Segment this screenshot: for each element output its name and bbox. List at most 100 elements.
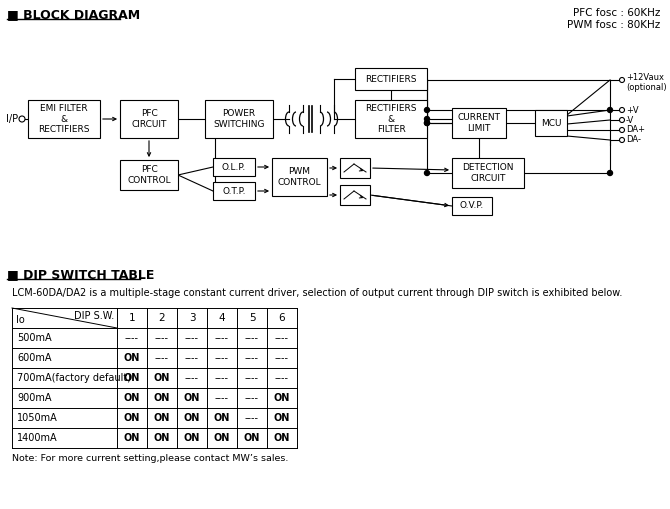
Text: ON: ON xyxy=(154,393,170,403)
Text: ON: ON xyxy=(274,413,290,423)
Text: DIP S.W.: DIP S.W. xyxy=(74,311,114,321)
Text: 2: 2 xyxy=(159,313,165,323)
Text: RECTIFIERS
&
FILTER: RECTIFIERS & FILTER xyxy=(365,104,417,134)
Text: ----: ---- xyxy=(155,353,169,363)
Circle shape xyxy=(425,171,429,176)
Bar xyxy=(213,158,255,176)
Bar xyxy=(28,100,100,138)
Bar xyxy=(213,182,255,200)
Text: PFC
CONTROL: PFC CONTROL xyxy=(127,165,171,185)
Text: CURRENT
LIMIT: CURRENT LIMIT xyxy=(458,114,500,133)
Text: ON: ON xyxy=(124,433,140,443)
Text: ----: ---- xyxy=(245,353,259,363)
Text: ----: ---- xyxy=(275,353,289,363)
Bar xyxy=(452,197,492,215)
Circle shape xyxy=(608,107,612,112)
Text: 6: 6 xyxy=(279,313,285,323)
Text: ON: ON xyxy=(214,433,230,443)
Text: ----: ---- xyxy=(275,333,289,343)
Text: ON: ON xyxy=(124,353,140,363)
Text: ----: ---- xyxy=(245,333,259,343)
Text: POWER
SWITCHING: POWER SWITCHING xyxy=(213,109,265,129)
Text: ----: ---- xyxy=(215,373,229,383)
Circle shape xyxy=(620,107,624,112)
Text: Note: For more current setting,please contact MW’s sales.: Note: For more current setting,please co… xyxy=(12,454,288,463)
Text: 600mA: 600mA xyxy=(17,353,52,363)
Bar xyxy=(452,158,524,188)
Text: PWM
CONTROL: PWM CONTROL xyxy=(277,167,322,187)
Text: ON: ON xyxy=(184,393,200,403)
Bar xyxy=(120,100,178,138)
Text: O.T.P.: O.T.P. xyxy=(222,186,246,195)
Circle shape xyxy=(425,121,429,126)
Text: +12Vaux: +12Vaux xyxy=(626,72,664,81)
Text: LCM-60DA/DA2 is a multiple-stage constant current driver, selection of output cu: LCM-60DA/DA2 is a multiple-stage constan… xyxy=(12,288,622,298)
Text: 4: 4 xyxy=(218,313,225,323)
Text: I/P: I/P xyxy=(6,114,18,124)
Text: +V: +V xyxy=(626,105,639,115)
Bar xyxy=(355,68,427,90)
Text: O.L.P.: O.L.P. xyxy=(222,162,246,172)
Bar xyxy=(535,110,567,136)
Text: ON: ON xyxy=(274,393,290,403)
Text: ON: ON xyxy=(214,413,230,423)
Circle shape xyxy=(620,77,624,82)
Circle shape xyxy=(425,121,429,126)
Bar xyxy=(272,158,327,196)
Bar xyxy=(452,108,506,138)
Text: ON: ON xyxy=(154,433,170,443)
Text: ON: ON xyxy=(154,413,170,423)
Bar xyxy=(355,100,427,138)
Text: PFC fosc : 60KHz
PWM fosc : 80KHz: PFC fosc : 60KHz PWM fosc : 80KHz xyxy=(567,8,660,30)
Text: 700mA(factory default): 700mA(factory default) xyxy=(17,373,131,383)
Text: DETECTION
CIRCUIT: DETECTION CIRCUIT xyxy=(462,163,514,183)
Circle shape xyxy=(425,107,429,112)
Text: ON: ON xyxy=(124,413,140,423)
Circle shape xyxy=(425,117,429,122)
Text: ■ BLOCK DIAGRAM: ■ BLOCK DIAGRAM xyxy=(7,8,140,21)
Text: -V: -V xyxy=(626,116,634,125)
Text: ----: ---- xyxy=(245,373,259,383)
Text: ----: ---- xyxy=(245,413,259,423)
Text: ON: ON xyxy=(274,433,290,443)
Text: ----: ---- xyxy=(245,393,259,403)
Text: O.V.P.: O.V.P. xyxy=(460,202,484,211)
Text: 3: 3 xyxy=(189,313,196,323)
Text: 5: 5 xyxy=(249,313,255,323)
Text: ----: ---- xyxy=(275,373,289,383)
Text: ----: ---- xyxy=(215,353,229,363)
Text: 900mA: 900mA xyxy=(17,393,52,403)
Text: ----: ---- xyxy=(125,333,139,343)
Text: RECTIFIERS: RECTIFIERS xyxy=(365,74,417,83)
Text: DA-: DA- xyxy=(626,135,641,145)
Text: ----: ---- xyxy=(185,373,199,383)
Text: MCU: MCU xyxy=(541,119,561,127)
Text: 1400mA: 1400mA xyxy=(17,433,58,443)
Circle shape xyxy=(620,127,624,132)
Text: ----: ---- xyxy=(215,333,229,343)
Bar xyxy=(340,158,370,178)
Text: ■ DIP SWITCH TABLE: ■ DIP SWITCH TABLE xyxy=(7,268,154,281)
Text: ON: ON xyxy=(184,413,200,423)
Text: ON: ON xyxy=(244,433,260,443)
Text: DA+: DA+ xyxy=(626,126,645,134)
Circle shape xyxy=(19,116,25,122)
Text: ----: ---- xyxy=(185,353,199,363)
Text: ----: ---- xyxy=(155,333,169,343)
Text: ON: ON xyxy=(154,373,170,383)
Text: 500mA: 500mA xyxy=(17,333,52,343)
Text: Io: Io xyxy=(16,315,25,325)
Text: (optional): (optional) xyxy=(626,82,667,92)
Text: ON: ON xyxy=(124,373,140,383)
Bar xyxy=(340,185,370,205)
Text: PFC
CIRCUIT: PFC CIRCUIT xyxy=(131,109,167,129)
Circle shape xyxy=(620,118,624,123)
Bar xyxy=(205,100,273,138)
Text: ON: ON xyxy=(184,433,200,443)
Bar xyxy=(120,160,178,190)
Circle shape xyxy=(608,171,612,176)
Text: ON: ON xyxy=(124,393,140,403)
Text: EMI FILTER
&
RECTIFIERS: EMI FILTER & RECTIFIERS xyxy=(38,104,90,134)
Text: ----: ---- xyxy=(185,333,199,343)
Circle shape xyxy=(620,137,624,143)
